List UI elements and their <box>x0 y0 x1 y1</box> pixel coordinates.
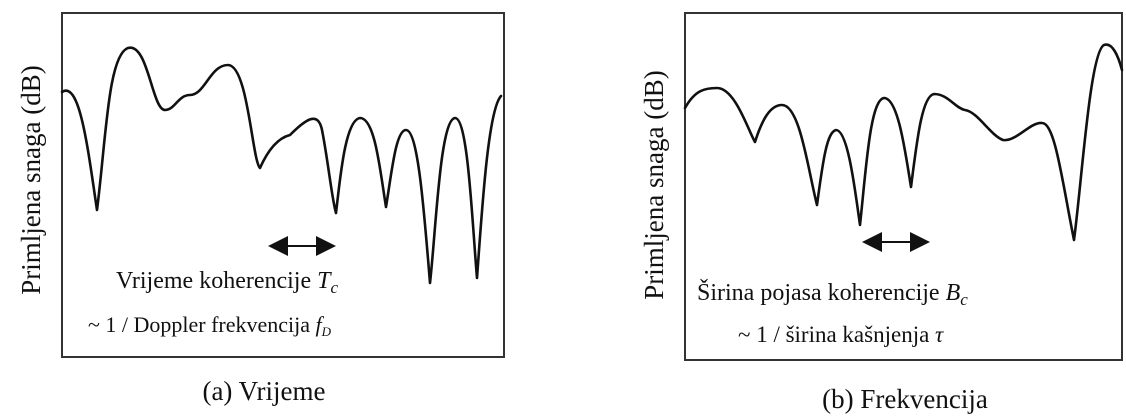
panel-b-annotation-line1: Širina pojasa koherencije Bc <box>697 279 968 309</box>
panel-b-ylabel: Primljena snaga (dB) <box>639 70 669 299</box>
panel-a-annotation-line1: Vrijeme koherencije Tc <box>116 268 339 297</box>
panel-b-caption: (b) Frekvencija <box>822 384 988 414</box>
panel-a: Primljena snaga (dB) Vrijeme koherencije… <box>16 12 505 406</box>
panel-b: Primljena snaga (dB) Širina pojasa koher… <box>639 12 1124 414</box>
panel-a-ylabel: Primljena snaga (dB) <box>16 65 46 294</box>
panel-a-power-curve <box>60 46 503 285</box>
panel-b-power-curve <box>683 43 1124 242</box>
panel-a-frame <box>61 12 505 358</box>
panel-a-caption: (a) Vrijeme <box>202 376 325 406</box>
panel-b-frame <box>684 12 1123 361</box>
panel-a-annotation-line2: ~ 1 / Doppler frekvencija fD <box>88 312 332 339</box>
panel-b-annotation-line2: ~ 1 / širina kašnjenja τ <box>738 322 944 347</box>
